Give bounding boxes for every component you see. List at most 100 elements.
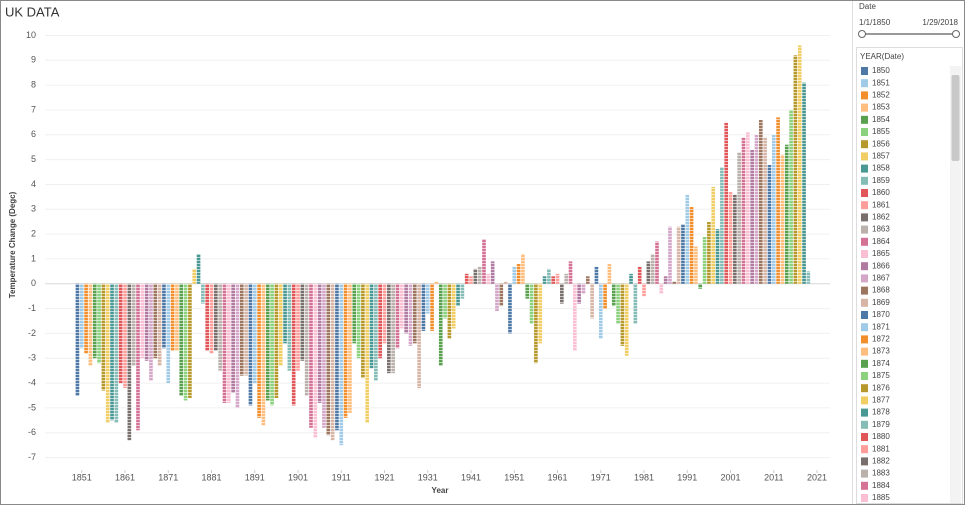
bar [534,283,538,364]
bar [265,283,270,401]
bar [590,283,594,319]
legend-swatch [861,79,868,88]
y-tick-label: 7 [31,104,36,114]
bar [611,283,616,307]
y-tick-label: 6 [31,129,36,139]
bar [568,261,573,284]
bar [447,283,452,339]
bar [330,283,335,441]
legend-swatch [861,298,868,307]
legend-label: 1868 [872,286,890,295]
legend-label: 1881 [872,444,890,453]
bar [707,221,711,284]
bar [555,273,560,284]
bar [585,276,590,284]
legend-swatch [861,213,868,222]
legend-swatch [861,237,868,246]
legend-swatch [861,225,868,234]
y-tick-label: 8 [31,79,36,89]
bar [746,132,750,284]
legend-label: 1853 [872,103,890,112]
legend-label: 1867 [872,274,890,283]
slider-handle[interactable] [858,30,866,38]
bar [486,273,491,284]
bar [508,283,512,334]
bar [84,283,88,354]
bar [702,236,707,284]
legend-box [856,47,963,504]
legend-swatch [861,128,868,136]
legend-label: 1855 [872,127,890,136]
bar [733,194,737,284]
bar [149,283,153,381]
legend-label: 1859 [872,176,890,185]
bar [711,186,716,284]
x-tick-label: 1891 [245,472,265,482]
legend-label: 1883 [872,469,890,478]
legend-label: 1854 [872,115,890,124]
bar [140,283,145,359]
legend-swatch [861,189,868,197]
bar [776,117,780,284]
bar [598,283,603,339]
x-tick-label: 1871 [158,472,178,482]
bar [542,276,547,284]
legend-swatch [861,481,868,490]
bar [270,283,274,406]
scroll-thumb[interactable] [951,75,960,161]
bar [136,283,140,431]
bar [231,283,235,394]
bar [646,261,651,284]
bar [434,281,439,284]
legend-label: 1858 [872,164,890,173]
legend-swatch [861,396,868,405]
legend-swatch [861,372,868,380]
y-tick-label: -6 [28,427,36,437]
x-tick-label: 1881 [201,472,221,482]
bar [771,134,776,284]
x-tick-label: 1921 [375,472,395,482]
x-tick-label: 1931 [418,472,438,482]
bar [685,194,690,284]
bar [499,283,504,307]
bar [676,226,681,284]
legend-label: 1856 [872,139,890,148]
bar [689,206,694,284]
bar [179,283,184,396]
bar [296,283,300,371]
legend-swatch [861,420,868,429]
bar [629,273,633,284]
bar [482,239,486,284]
bar [92,283,97,359]
bar [538,283,543,344]
bar [278,283,283,366]
legend-label: 1872 [872,335,890,344]
scrollbar[interactable] [950,66,961,503]
y-tick-label: 5 [31,154,36,164]
y-tick-label: 4 [31,179,36,189]
bar [222,283,227,403]
legend-swatch [861,286,868,295]
bar [780,154,785,284]
legend-swatch [861,164,868,173]
legend-label: 1865 [872,249,890,258]
legend-label: 1861 [872,200,890,209]
bar [287,283,292,371]
bar [235,283,240,408]
legend-swatch [861,457,868,466]
legend-label: 1863 [872,225,890,234]
x-tick-label: 1981 [634,472,654,482]
bar [114,283,119,423]
legend-label: 1860 [872,188,890,197]
bar [464,273,469,284]
bar [763,137,767,284]
x-tick-label: 1861 [115,472,135,482]
bar [754,134,759,284]
x-tick-label: 1901 [288,472,308,482]
y-tick-label: 10 [26,30,36,40]
y-tick-label: 3 [31,204,36,214]
bar [477,266,482,284]
slider-handle[interactable] [952,30,960,38]
bar [209,283,214,354]
legend-swatch [861,408,868,417]
